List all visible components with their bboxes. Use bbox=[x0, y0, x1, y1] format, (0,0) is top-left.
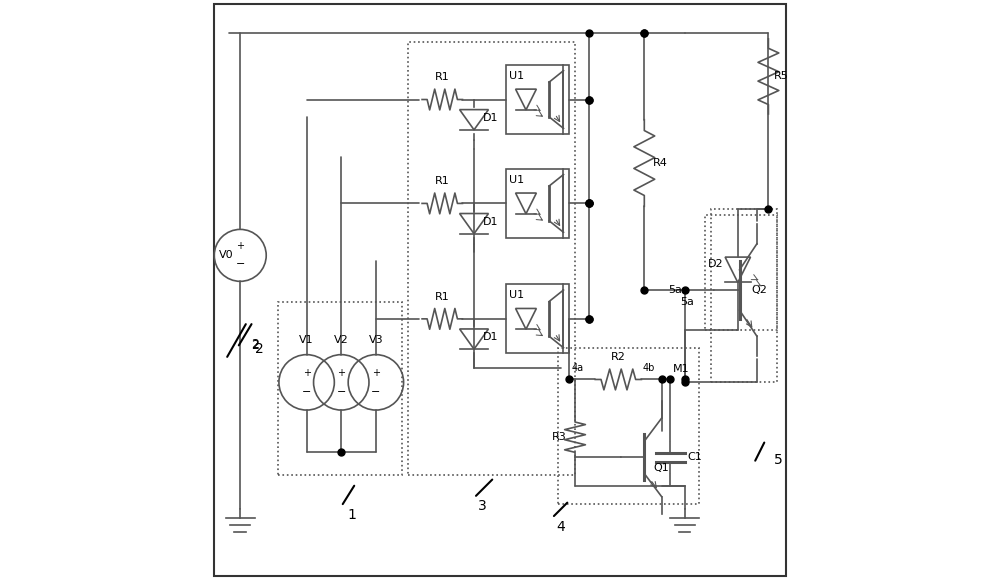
Text: R3: R3 bbox=[552, 432, 566, 442]
Text: −: − bbox=[371, 387, 381, 397]
Bar bbox=[408, 42, 575, 474]
Text: D1: D1 bbox=[483, 332, 498, 342]
Text: D2: D2 bbox=[708, 259, 723, 269]
Text: U1: U1 bbox=[509, 290, 524, 300]
Text: +: + bbox=[236, 241, 244, 251]
Text: D1: D1 bbox=[483, 217, 498, 227]
Text: 2: 2 bbox=[251, 339, 259, 353]
Text: V2: V2 bbox=[334, 335, 349, 345]
Text: +: + bbox=[303, 368, 311, 378]
Text: 4: 4 bbox=[556, 520, 565, 534]
Text: Q1: Q1 bbox=[653, 463, 669, 473]
Text: 1: 1 bbox=[347, 508, 356, 522]
Text: U1: U1 bbox=[509, 175, 524, 184]
Text: 3: 3 bbox=[478, 499, 487, 513]
Text: D1: D1 bbox=[483, 113, 498, 123]
Text: R4: R4 bbox=[653, 158, 668, 168]
Text: M1: M1 bbox=[673, 364, 690, 374]
Text: R1: R1 bbox=[435, 292, 450, 302]
Text: 4b: 4b bbox=[643, 363, 655, 373]
Text: V3: V3 bbox=[369, 335, 383, 345]
Text: V1: V1 bbox=[299, 335, 314, 345]
Text: −: − bbox=[236, 259, 245, 270]
Bar bbox=[278, 302, 402, 474]
Text: −: − bbox=[302, 387, 311, 397]
Text: R2: R2 bbox=[611, 352, 626, 362]
Text: −: − bbox=[337, 387, 346, 397]
Bar bbox=[705, 215, 777, 331]
Text: 5: 5 bbox=[774, 454, 783, 467]
Text: 5a: 5a bbox=[668, 285, 682, 295]
Text: 5a: 5a bbox=[681, 296, 695, 307]
Text: R1: R1 bbox=[435, 176, 450, 186]
Text: V0: V0 bbox=[219, 251, 233, 260]
Text: +: + bbox=[372, 368, 380, 378]
Text: R1: R1 bbox=[435, 72, 450, 82]
Text: Q2: Q2 bbox=[751, 285, 767, 295]
Text: +: + bbox=[337, 368, 345, 378]
Bar bbox=[711, 209, 777, 382]
Bar bbox=[558, 348, 699, 503]
Text: 2: 2 bbox=[251, 338, 259, 351]
Text: 2: 2 bbox=[255, 342, 263, 356]
Text: R5: R5 bbox=[774, 71, 789, 81]
Text: C1: C1 bbox=[688, 452, 702, 462]
Text: 4a: 4a bbox=[572, 363, 584, 373]
Text: U1: U1 bbox=[509, 71, 524, 81]
